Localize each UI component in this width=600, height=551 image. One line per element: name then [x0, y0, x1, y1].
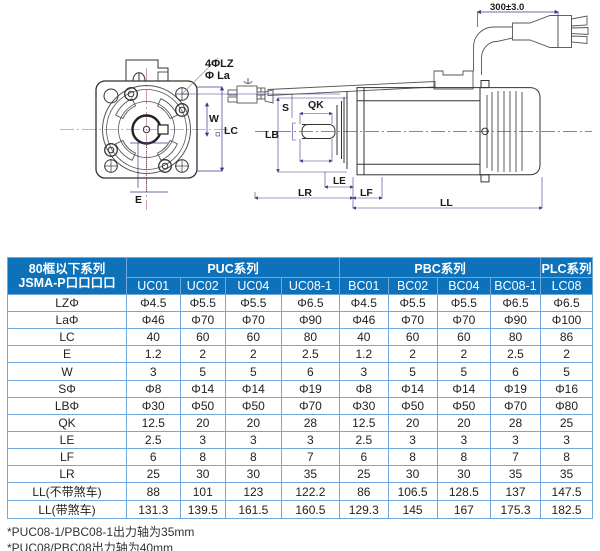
svg-text:4ΦLZ: 4ΦLZ [205, 58, 234, 70]
svg-text:LL: LL [440, 197, 453, 209]
svg-text:LR: LR [298, 187, 312, 199]
svg-text:S: S [282, 102, 289, 114]
svg-text:LB: LB [265, 129, 279, 141]
svg-text:300±3.0: 300±3.0 [490, 2, 524, 13]
svg-text:LC: LC [224, 125, 238, 137]
svg-text:W: W [209, 113, 219, 125]
svg-text:QK: QK [308, 99, 324, 111]
svg-text:LE: LE [333, 176, 346, 187]
svg-text:LF: LF [360, 187, 373, 199]
svg-text:E: E [135, 194, 142, 206]
svg-text:Φ La: Φ La [205, 70, 231, 82]
